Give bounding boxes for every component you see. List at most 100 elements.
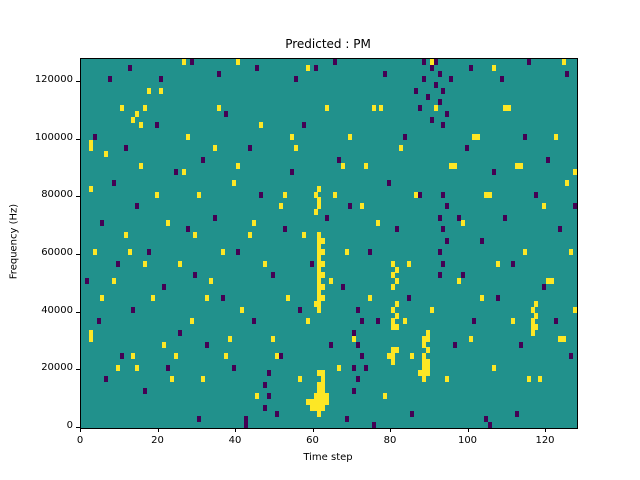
heatmap-cell-high <box>104 151 109 158</box>
heatmap-cell-high <box>193 231 198 238</box>
heatmap-cell-low <box>360 318 364 325</box>
heatmap-cell-high <box>232 180 237 187</box>
heatmap-cell-low <box>146 249 151 256</box>
heatmap-cell-high <box>530 318 535 325</box>
heatmap-cell-low <box>267 370 271 377</box>
heatmap-cell-high <box>127 249 132 256</box>
heatmap-cell-low <box>143 387 147 394</box>
heatmap-cell-high <box>522 249 527 256</box>
heatmap-cell-high <box>325 105 330 112</box>
heatmap-cell-low <box>410 410 415 417</box>
heatmap-cell-high <box>332 191 337 198</box>
heatmap-cell-low <box>329 341 333 348</box>
heatmap-cell-high <box>363 162 368 169</box>
heatmap-cell-low <box>464 145 469 152</box>
heatmap-cell-low <box>104 376 109 383</box>
heatmap-cell-high <box>135 110 140 117</box>
heatmap-cell-high <box>255 393 260 400</box>
heatmap-cell-high <box>317 283 322 290</box>
heatmap-cell-low <box>425 93 430 100</box>
heatmap-cell-high <box>468 335 473 342</box>
heatmap-cell-high <box>321 249 326 256</box>
heatmap-cell-high <box>456 278 461 285</box>
heatmap-cell-low <box>255 64 260 71</box>
heatmap-cell-high <box>433 105 438 112</box>
y-tick-mark <box>76 427 80 428</box>
heatmap-cell-low <box>216 70 221 77</box>
heatmap-cell-low <box>243 422 248 428</box>
heatmap-cell-low <box>429 116 434 123</box>
x-axis-label: Time step <box>303 452 353 463</box>
heatmap-cell-high <box>484 191 488 198</box>
heatmap-cell-low <box>441 87 446 94</box>
heatmap-cell-low <box>356 376 361 383</box>
heatmap-cell-high <box>491 364 496 371</box>
heatmap-cell-low <box>445 237 450 244</box>
heatmap-cell-high <box>371 105 376 112</box>
heatmap-cell-low <box>166 364 171 371</box>
y-tick-mark <box>76 254 80 256</box>
heatmap-cell-high <box>573 306 577 313</box>
heatmap-cell-high <box>317 393 322 400</box>
heatmap-cell-low <box>232 364 237 371</box>
heatmap-cell-high <box>321 393 326 400</box>
heatmap-cell-low <box>127 64 132 71</box>
heatmap-cell-low <box>491 168 496 175</box>
heatmap-cell-low <box>360 353 364 360</box>
heatmap-cell-low <box>456 214 461 221</box>
heatmap-cell-high <box>422 341 426 348</box>
heatmap-cell-low <box>243 416 248 423</box>
heatmap-cell-low <box>569 353 574 360</box>
heatmap-cell-low <box>437 99 442 106</box>
heatmap-cell-high <box>270 335 275 342</box>
heatmap-cell-high <box>321 283 326 290</box>
heatmap-cell-low <box>263 381 268 388</box>
heatmap-cell-low <box>236 249 240 256</box>
heatmap-cell-low <box>406 295 411 302</box>
heatmap-cell-low <box>394 226 399 233</box>
heatmap-cell-low <box>336 157 341 164</box>
heatmap-cell-high <box>518 162 523 169</box>
heatmap-cell-low <box>546 157 550 164</box>
heatmap-cell-high <box>131 353 136 360</box>
heatmap-cell-high <box>534 301 539 308</box>
heatmap-cell-high <box>561 335 566 342</box>
heatmap-cell-high <box>305 318 310 325</box>
heatmap-cell-high <box>143 260 147 267</box>
heatmap-cell-high <box>298 376 302 383</box>
heatmap-cell-high <box>247 231 252 238</box>
heatmap-cell-high <box>88 185 93 192</box>
heatmap-cell-high <box>383 393 388 400</box>
x-tick-label: 120 <box>535 435 555 446</box>
heatmap-cell-high <box>146 87 151 94</box>
heatmap-cell-high <box>391 306 395 313</box>
heatmap-cell-high <box>425 347 430 354</box>
heatmap-cell-low <box>453 341 457 348</box>
heatmap-cell-low <box>371 422 376 428</box>
heatmap-cell-high <box>236 59 240 65</box>
heatmap-cell-high <box>317 399 322 406</box>
heatmap-cell-high <box>553 133 558 140</box>
y-tick-label: 20000 <box>41 362 73 374</box>
heatmap-cell-high <box>321 381 326 388</box>
heatmap-cell-low <box>205 341 209 348</box>
y-tick-mark <box>76 196 80 198</box>
heatmap-cell-high <box>189 318 194 325</box>
heatmap-cell-high <box>313 404 318 411</box>
heatmap-cell-high <box>317 301 322 308</box>
heatmap-cell-high <box>445 376 450 383</box>
heatmap-cell-low <box>294 76 299 83</box>
heatmap-cell-high <box>88 145 93 152</box>
heatmap-cell-low <box>383 70 388 77</box>
heatmap-cell-low <box>135 203 140 210</box>
heatmap-cell-high <box>317 203 322 210</box>
heatmap-cell-low <box>123 145 128 152</box>
heatmap-cell-high <box>542 203 547 210</box>
heatmap-cell-high <box>425 329 430 336</box>
heatmap-cell-high <box>294 145 299 152</box>
heatmap-cell-low <box>259 191 264 198</box>
heatmap-cell-low <box>387 180 392 187</box>
heatmap-cell-high <box>391 353 395 360</box>
chart-title: Predicted : PM <box>285 37 371 51</box>
heatmap-cell-low <box>418 191 423 198</box>
